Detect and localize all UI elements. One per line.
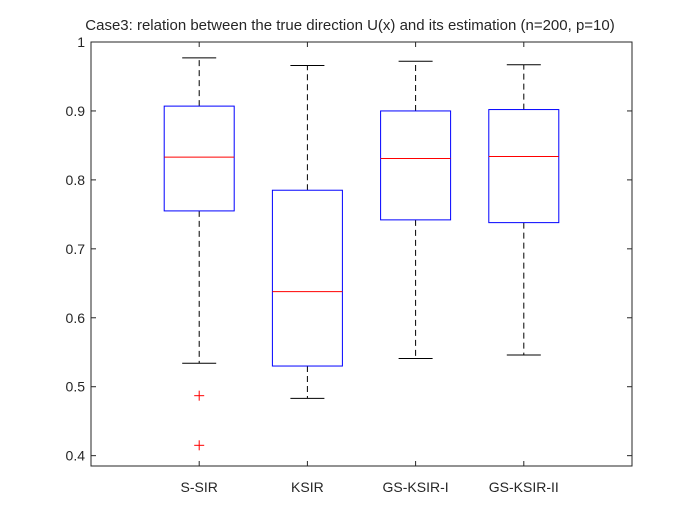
x-category-label: S-SIR xyxy=(181,479,218,495)
box-group-s-sir xyxy=(163,57,235,451)
x-category-label: GS-KSIR-I xyxy=(383,479,449,495)
y-tick-label: 0.9 xyxy=(66,103,86,119)
y-tick-label: 0.5 xyxy=(66,379,86,395)
iqr-box xyxy=(488,109,560,224)
box-group-gs-ksir-i xyxy=(380,60,452,359)
y-tick-label: 1 xyxy=(77,34,85,50)
y-tick-label: 0.8 xyxy=(66,172,86,188)
box-group-ksir xyxy=(271,64,343,399)
iqr-box xyxy=(380,110,452,221)
outlier-marker xyxy=(194,440,205,451)
chart-title: Case3: relation between the true directi… xyxy=(85,17,614,34)
y-tick-label: 0.7 xyxy=(66,241,86,257)
x-category-label: KSIR xyxy=(291,479,324,495)
x-category-label: GS-KSIR-II xyxy=(489,479,559,495)
iqr-box xyxy=(163,105,235,212)
plot-area xyxy=(90,41,633,467)
axis-ticks: 0.4 0.5 0.6 0.7 0.8 0.9 1 S-SIR KSIR GS-KSIR-I GS-… xyxy=(66,34,632,495)
y-tick-label: 0.6 xyxy=(66,310,86,326)
outlier-marker xyxy=(194,390,205,401)
y-tick-label: 0.4 xyxy=(66,448,86,464)
iqr-box xyxy=(271,189,343,367)
box-series xyxy=(163,57,560,451)
box-group-gs-ksir-ii xyxy=(488,64,560,356)
